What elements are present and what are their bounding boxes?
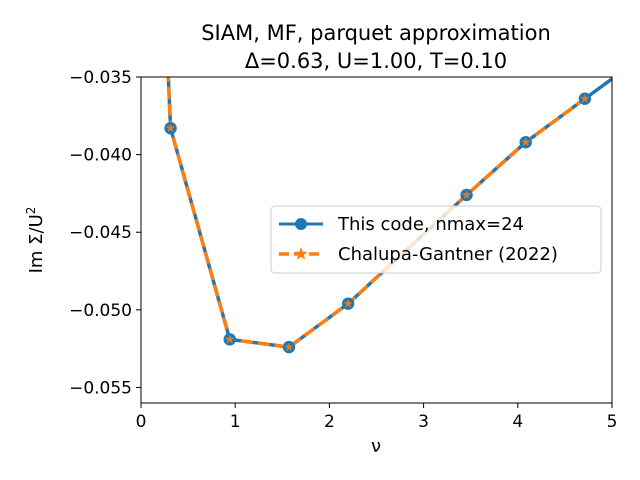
- legend: This code, nmax=24 Chalupa-Gantner (2022…: [270, 205, 602, 274]
- x-tick-label: 5: [607, 412, 618, 432]
- chart-subtitle: Δ=0.63, U=1.00, T=0.10: [245, 49, 507, 73]
- y-axis-label-superscript: 2: [24, 207, 38, 215]
- x-axis-label: ν: [371, 436, 381, 457]
- plot-frame: [140, 76, 613, 404]
- y-axis-label: Im Σ/U2: [24, 207, 47, 274]
- x-tick-label: 1: [230, 412, 241, 432]
- data-point-star: [520, 137, 531, 147]
- data-point-star: [224, 334, 235, 344]
- data-point-star: [284, 342, 294, 352]
- x-tick-label: 4: [512, 412, 523, 432]
- legend-label-chalupa-gantner: Chalupa-Gantner (2022): [338, 244, 558, 265]
- y-tick-label: −0.040: [69, 146, 132, 166]
- x-tick-label: 0: [136, 412, 147, 432]
- y-tick-label: −0.050: [69, 301, 132, 321]
- data-point-star: [165, 123, 176, 133]
- data-point-star: [343, 298, 353, 308]
- x-tick-label: 2: [324, 412, 335, 432]
- y-axis: −0.055 −0.050 −0.045 −0.040 −0.035: [69, 68, 141, 398]
- x-tick-label: 3: [418, 412, 429, 432]
- data-point-star: [461, 189, 472, 200]
- y-tick-label: −0.045: [69, 223, 132, 243]
- y-tick-label: −0.035: [69, 68, 132, 88]
- legend-marker-chalupa-gantner: [294, 247, 308, 260]
- y-axis-label-text: Im Σ/U: [26, 214, 47, 273]
- y-tick-label: −0.055: [69, 378, 132, 398]
- legend-marker-this-code: [295, 218, 307, 230]
- chart-title: SIAM, MF, parquet approximation: [201, 21, 551, 45]
- legend-label-this-code: This code, nmax=24: [337, 214, 524, 235]
- legend-box: [270, 205, 602, 274]
- x-axis: 0 1 2 3 4 5: [136, 403, 618, 432]
- data-point-star: [580, 93, 590, 103]
- marker-layer: [164, 92, 592, 354]
